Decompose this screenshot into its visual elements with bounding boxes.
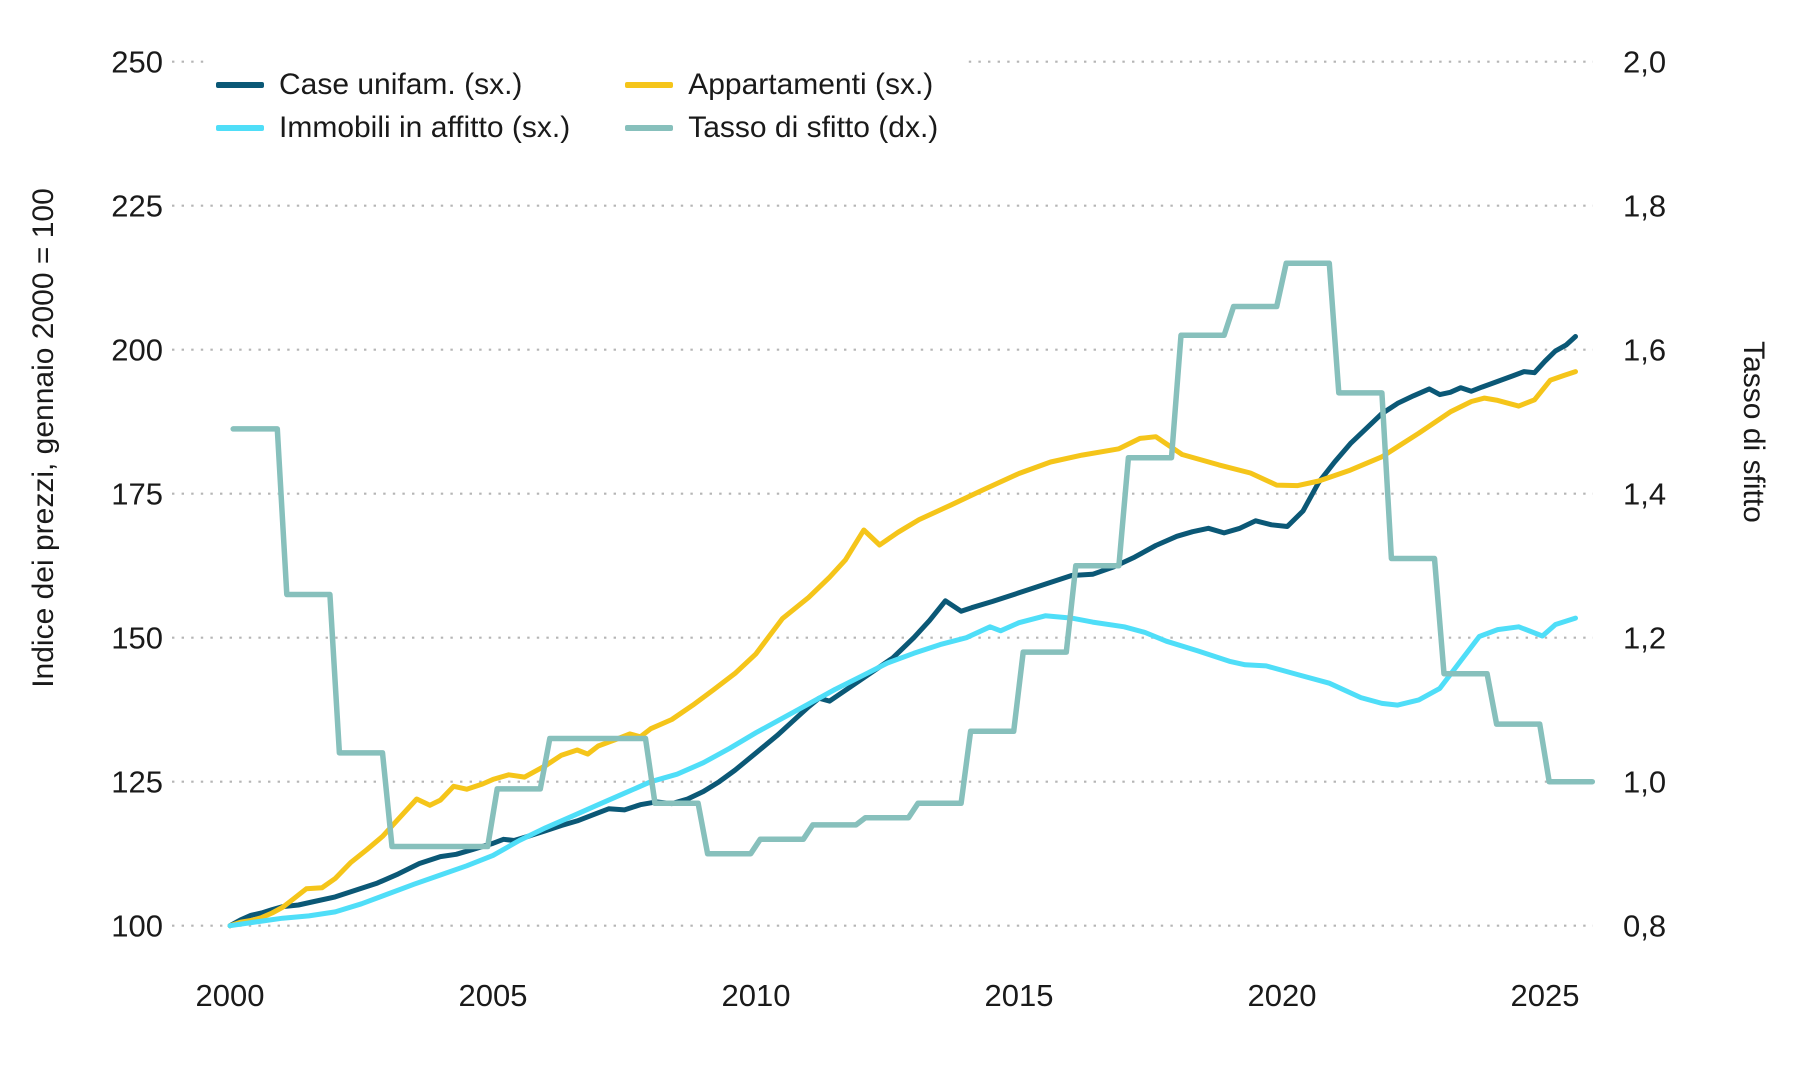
y-axis-tick-right: 1,8 [1623,189,1666,224]
x-axis-tick: 2010 [722,978,791,1013]
y-axis-tick-right: 1,4 [1623,477,1666,512]
left-axis-title: Indice dei prezzi, gennaio 2000 = 100 [27,188,60,688]
y-axis-tick-left: 100 [111,909,163,944]
y-axis-tick-left: 125 [111,765,163,800]
y-axis-tick-right: 1,0 [1623,765,1666,800]
legend-label-appartamenti: Appartamenti (sx.) [688,68,934,101]
series-line-1 [227,369,1578,929]
x-axis-tick: 2005 [459,978,528,1013]
legend-item-case-unifam: Case unifam. (sx.) [216,68,570,102]
y-axis-tick-left: 250 [111,45,163,80]
y-axis-tick-left: 150 [111,621,163,656]
legend-swatch-tasso-sfitto-icon [625,125,674,131]
legend-label-tasso-sfitto: Tasso di sfitto (dx.) [688,111,939,144]
x-axis-tick: 2020 [1248,978,1317,1013]
legend-item-appartamenti: Appartamenti (sx.) [625,68,938,102]
y-axis-tick-right: 0,8 [1623,909,1666,944]
y-axis-tick-left: 225 [111,189,163,224]
legend-item-tasso-sfitto: Tasso di sfitto (dx.) [625,111,938,145]
right-axis-title: Tasso di sfitto [1737,341,1770,523]
series-line-3 [230,260,1596,857]
legend-swatch-appartamenti-icon [625,82,674,88]
x-axis-tick: 2015 [985,978,1054,1013]
y-axis-tick-right: 1,2 [1623,621,1666,656]
y-axis-tick-left: 200 [111,333,163,368]
legend-item-immobili-affitto: Immobili in affitto (sx.) [216,111,570,145]
series-line-2 [227,613,1578,929]
legend-swatch-immobili-affitto-icon [216,125,264,131]
x-axis-tick: 2025 [1511,978,1580,1013]
y-axis-tick-left: 175 [111,477,163,512]
legend: Case unifam. (sx.) Appartamenti (sx.) Im… [210,52,965,157]
legend-label-immobili-affitto: Immobili in affitto (sx.) [279,111,571,144]
x-axis-tick: 2000 [196,978,265,1013]
legend-swatch-case-unifam-icon [216,82,264,88]
series-line-0 [227,334,1578,929]
y-axis-tick-right: 1,6 [1623,333,1666,368]
y-axis-tick-right: 2,0 [1623,45,1666,80]
legend-label-case-unifam: Case unifam. (sx.) [279,68,523,101]
